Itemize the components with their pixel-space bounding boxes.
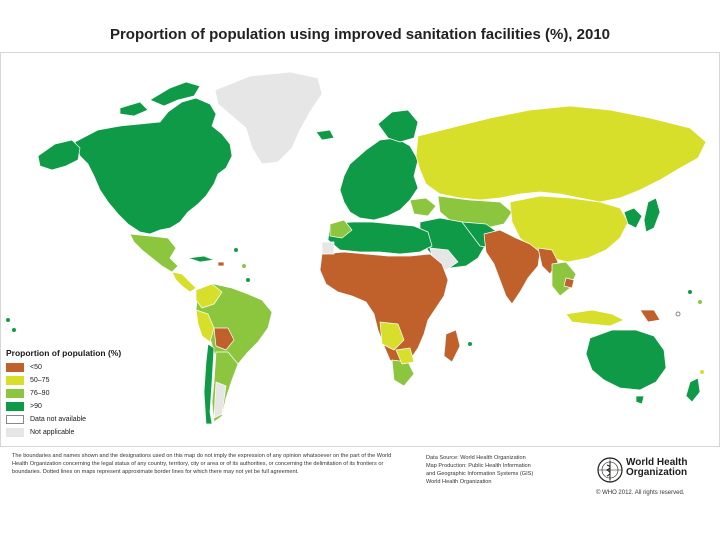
- legend-item-no-data: Data not available: [6, 413, 156, 426]
- small-island-markers: [6, 248, 704, 374]
- central-america: [171, 271, 197, 293]
- island-marker: [700, 370, 704, 374]
- legend-swatch: [6, 389, 24, 398]
- arctic-islands: [149, 81, 201, 107]
- eastern-europe: [409, 197, 437, 217]
- credit-line: Map Production: Public Health Informatio…: [426, 463, 531, 469]
- island-marker: [246, 278, 250, 282]
- legend-swatch: [6, 428, 24, 437]
- legend-label: <50: [30, 364, 42, 371]
- north-africa: [327, 221, 433, 255]
- legend-swatch: [6, 376, 24, 385]
- tasmania: [635, 395, 645, 405]
- data-credits: Data Source: World Health Organization M…: [426, 454, 576, 486]
- alaska: [37, 139, 81, 171]
- sub-saharan-africa: [319, 251, 449, 367]
- island-marker: [12, 328, 16, 332]
- arctic-island-2: [119, 101, 149, 117]
- credit-line: World Health Organization: [426, 479, 492, 485]
- who-logo-text: World Health Organization: [626, 458, 687, 478]
- morocco: [329, 219, 353, 239]
- who-emblem-icon: [597, 457, 623, 483]
- north-america-gt90: [74, 97, 233, 235]
- central-africa: [379, 321, 405, 351]
- legend-title: Proportion of population (%): [6, 348, 122, 358]
- legend-label: >90: [30, 403, 42, 410]
- island-marker: [698, 300, 702, 304]
- kazakhstan: [437, 195, 513, 229]
- island-marker: [6, 318, 10, 322]
- cuba: [187, 255, 215, 263]
- mexico: [129, 233, 179, 273]
- bolivia: [213, 327, 235, 351]
- europe: [339, 137, 419, 221]
- legend-item-gt90: >90: [6, 400, 156, 413]
- legend: Proportion of population (%) <50 50–75 7…: [6, 348, 156, 439]
- peru: [195, 309, 215, 343]
- legend-item-50-75: 50–75: [6, 374, 156, 387]
- legend-swatch: [6, 363, 24, 372]
- south-america-grey: [213, 381, 227, 419]
- madagascar: [443, 329, 461, 363]
- mongolia-korea-japan: [623, 207, 643, 229]
- greenland: [214, 71, 323, 165]
- legend-label: 76–90: [30, 390, 50, 397]
- credit-line: Data Source: World Health Organization: [426, 455, 526, 461]
- papua-new-guinea: [639, 309, 661, 323]
- legend-item-not-applicable: Not applicable: [6, 426, 156, 439]
- cambodia: [563, 277, 575, 289]
- india: [483, 229, 541, 305]
- colombia-venezuela: [195, 283, 223, 309]
- botswana: [395, 347, 415, 365]
- credit-line: and Geographic Information Systems (GIS): [426, 471, 534, 477]
- who-logo-line: World Health: [626, 457, 688, 468]
- scandinavia: [377, 109, 419, 143]
- legend-label: Not applicable: [30, 429, 75, 436]
- chile: [203, 343, 215, 425]
- japan: [643, 197, 661, 233]
- western-sahara: [321, 241, 335, 255]
- island-marker: [468, 342, 472, 346]
- disclaimer-text: The boundaries and names shown and the d…: [12, 453, 392, 475]
- russia: [415, 105, 707, 203]
- island-marker: [234, 248, 238, 252]
- legend-label: 50–75: [30, 377, 50, 384]
- map-title: Proportion of population using improved …: [109, 26, 611, 43]
- island-marker: [688, 290, 692, 294]
- iceland: [315, 129, 335, 141]
- island-marker: [675, 311, 681, 317]
- legend-item-76-90: 76–90: [6, 387, 156, 400]
- legend-swatch: [6, 415, 24, 424]
- who-logo-line: Organization: [626, 467, 688, 478]
- copyright: © WHO 2012. All rights reserved.: [596, 490, 685, 496]
- legend-item-lt50: <50: [6, 361, 156, 374]
- southeast-asia: [551, 261, 577, 297]
- legend-swatch: [6, 402, 24, 411]
- haiti: [217, 261, 225, 267]
- legend-label: Data not available: [30, 416, 87, 423]
- world-sanitation-map: [0, 52, 720, 447]
- indonesia: [565, 309, 625, 327]
- island-marker: [242, 264, 246, 268]
- australia: [585, 329, 667, 391]
- new-zealand: [685, 377, 701, 403]
